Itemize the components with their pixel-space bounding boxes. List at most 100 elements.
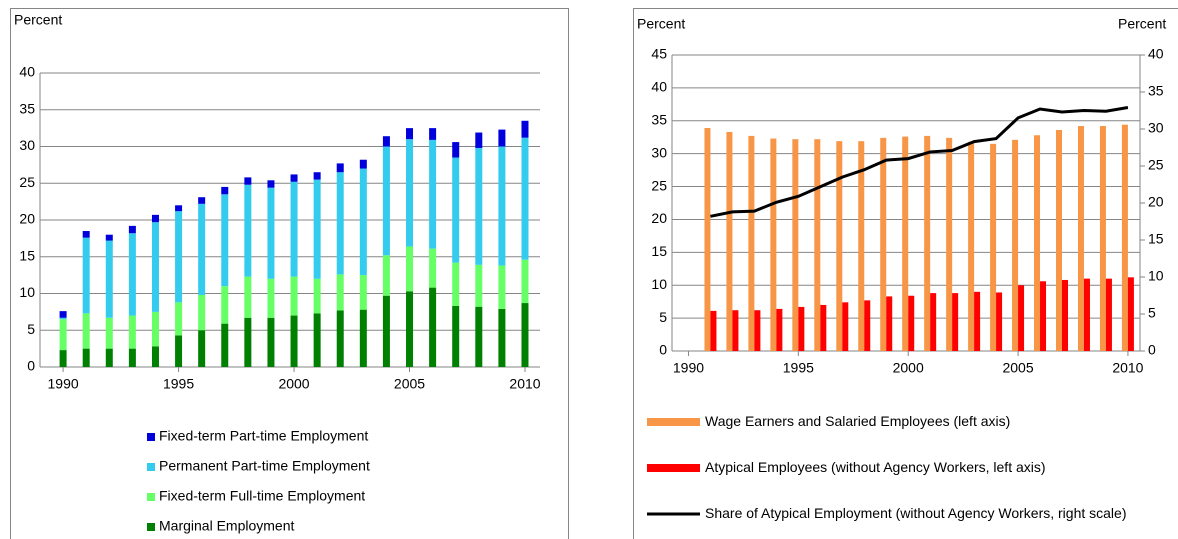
bar-segment (359, 275, 367, 310)
legend-swatch (647, 464, 700, 472)
legend-item: Share of Atypical Employment (without Ag… (705, 506, 1126, 521)
bar-segment (290, 276, 298, 316)
bar-segment (175, 211, 183, 303)
bar-segment (244, 177, 252, 185)
bar-segment (59, 317, 67, 320)
bar-segment (429, 248, 437, 288)
bar (836, 141, 843, 351)
y-tick-label: 15 (19, 247, 35, 263)
bar-segment (359, 309, 367, 367)
y-axis-label: Percent (14, 12, 62, 28)
bar (814, 139, 821, 351)
bar (1127, 277, 1134, 351)
legend-label: Fixed-term Full-time Employment (159, 488, 365, 504)
y2-tick-label: 30 (1148, 120, 1164, 136)
bar-segment (151, 311, 159, 347)
bar-segment (290, 174, 298, 182)
bar (930, 293, 937, 351)
bar (1121, 124, 1128, 351)
bar-segment (498, 146, 506, 266)
x-tick-label: 1990 (48, 376, 79, 392)
bar (798, 306, 805, 351)
x-tick-label: 2000 (893, 360, 924, 376)
y-tick-label: 10 (651, 276, 667, 292)
bar-segment (82, 237, 90, 314)
x-tick-label: 2000 (278, 376, 309, 392)
bar-segment (498, 265, 506, 309)
panel-border (10, 8, 569, 539)
bar-segment (406, 128, 414, 140)
bar-segment (475, 132, 483, 148)
bar-segment (128, 233, 136, 316)
bar-segment (382, 136, 390, 147)
bar-segment (244, 184, 252, 277)
bar-segment (313, 179, 321, 279)
bar (946, 137, 953, 351)
bar-segment (475, 306, 483, 367)
bar-segment (336, 274, 344, 311)
y-tick-label: 40 (651, 79, 667, 95)
bar-segment (475, 264, 483, 307)
legend-item: Wage Earners and Salaried Employees (lef… (705, 414, 1010, 429)
bar-segment (175, 335, 183, 367)
bar-segment (498, 129, 506, 147)
bar-segment (382, 255, 390, 296)
y2-tick-label: 5 (1148, 305, 1156, 321)
y2-tick-label: 15 (1148, 231, 1164, 247)
bar (1018, 285, 1025, 351)
bar-segment (267, 317, 275, 367)
bar-segment (198, 330, 206, 367)
bar (776, 308, 783, 351)
y-tick-label: 5 (27, 321, 35, 337)
bar-segment (221, 286, 229, 324)
y2-tick-label: 20 (1148, 194, 1164, 210)
bar-segment (221, 194, 229, 287)
bar-segment (475, 147, 483, 265)
bar-segment (59, 311, 67, 318)
bar (710, 310, 717, 351)
bar-segment (429, 128, 437, 140)
y-tick-label: 25 (19, 174, 35, 190)
bar-segment (105, 348, 113, 367)
bar-segment (175, 205, 183, 212)
bar-segment (82, 348, 90, 367)
y2-tick-label: 35 (1148, 83, 1164, 99)
bar-segment (521, 303, 529, 367)
y-tick-label: 40 (19, 64, 35, 80)
bar (864, 300, 871, 351)
bar (968, 141, 975, 351)
bar-segment (290, 181, 298, 277)
bar-segment (221, 186, 229, 195)
legend-swatch (647, 418, 700, 426)
y2-tick-label: 25 (1148, 157, 1164, 173)
y-axis-label: Percent (637, 16, 685, 32)
legend-label: Marginal Employment (159, 518, 294, 534)
bar-segment (105, 234, 113, 241)
bar-segment (59, 319, 67, 351)
y-tick-label: 35 (19, 100, 35, 116)
bar (1105, 278, 1112, 351)
bar (704, 128, 711, 351)
bar-segment (498, 308, 506, 367)
bar-segment (151, 214, 159, 223)
x-tick-label: 2010 (1112, 360, 1143, 376)
bar (820, 304, 827, 351)
x-tick-label: 2005 (394, 376, 425, 392)
bar-segment (290, 315, 298, 367)
y2-tick-label: 40 (1148, 46, 1164, 62)
bar-segment (128, 225, 136, 234)
y-tick-label: 20 (651, 210, 667, 226)
bar (952, 293, 959, 351)
bar-segment (244, 276, 252, 318)
panel-border (633, 8, 1178, 539)
x-tick-label: 2005 (1002, 360, 1033, 376)
bar (886, 296, 893, 351)
legend-swatch (147, 493, 155, 501)
legend-label: Permanent Part-time Employment (159, 458, 370, 474)
bar (990, 143, 997, 351)
bar (1040, 281, 1047, 351)
bar-segment (151, 222, 159, 312)
bar-segment (452, 157, 460, 263)
bar-segment (244, 317, 252, 367)
bar (732, 310, 739, 351)
